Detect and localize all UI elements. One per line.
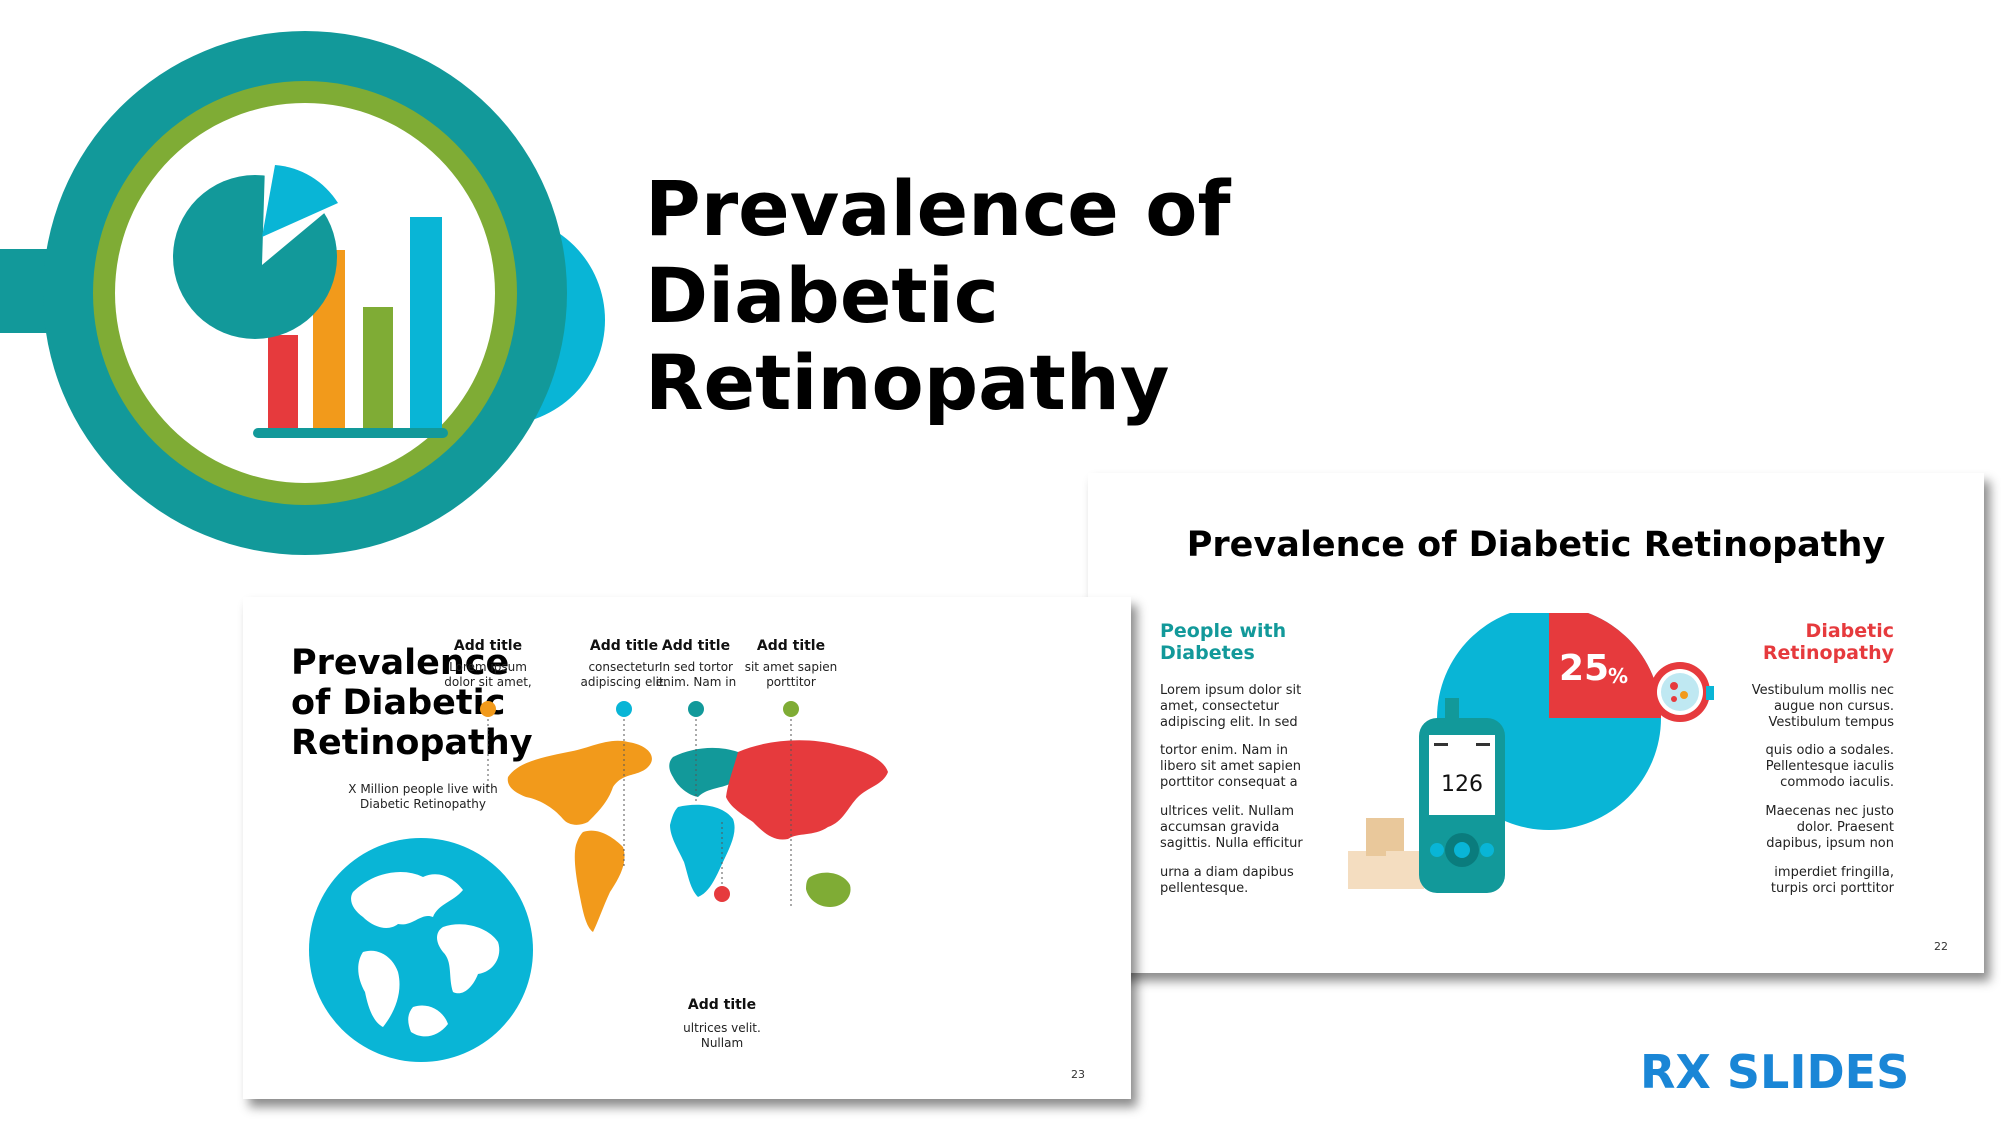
pin-title: Add title [661,638,731,654]
slide-title: Prevalence of Diabetic Retinopathy [1186,525,1886,565]
glucose-meter-icon: 126 [1419,698,1505,893]
right-paragraph: Maecenas nec justo dolor. Praesent dapib… [1765,804,1894,851]
pie-slice-25 [1549,613,1661,718]
prevalence-pie-chart: 25 % 126 [1348,613,1714,893]
world-map [507,740,888,932]
slide-title-line: of Diabetic [291,683,506,723]
brand-name: RX SLIDES [1640,1045,1909,1099]
slide-subtitle: X Million people live with Diabetic Reti… [348,782,498,811]
pin-text: sit amet sapien porttitor [744,660,838,689]
percent-sign: % [1608,664,1628,688]
left-paragraph: Lorem ipsum dolor sit amet, consectetur … [1160,683,1302,730]
hero-title-line: Diabetic [645,251,999,340]
chart-magnifier-icon [0,31,605,555]
rx-slides-logo: RX SLIDES [1640,1045,1909,1099]
region-africa [670,804,735,897]
hero-title: Prevalence of Diabetic Retinopathy [645,165,1345,426]
region-australia [806,872,851,907]
slide-title-line: Prevalence [291,643,510,683]
slide-title-line: Retinopathy [291,723,533,763]
pin-text: ultrices velit. Nullam [683,1021,761,1050]
pin-text: Lorem ipsum dolor sit amet, [444,660,532,689]
right-paragraph: Vestibulum mollis nec augue non cursus. … [1751,683,1894,730]
pin-marker[interactable] [714,886,730,902]
pin-marker[interactable] [616,701,632,717]
percent-value: 25 [1559,648,1609,689]
left-paragraph: tortor enim. Nam in libero sit amet sapi… [1160,743,1301,790]
page-number: 23 [1071,1068,1085,1081]
page-number: 22 [1934,940,1948,953]
globe-icon [309,838,533,1062]
region-north-america [507,740,652,825]
region-south-america [574,830,625,932]
eye-magnifier-icon [1650,662,1714,722]
left-column-heading: People with Diabetes [1160,620,1287,664]
left-paragraph: urna a diam dapibus pellentesque. [1160,865,1294,896]
pin-title: Add title [589,638,659,654]
slide-title: Prevalence of Diabetic Retinopathy [291,643,551,763]
hero-title-line: Retinopathy [645,338,1170,427]
left-paragraph: ultrices velit. Nullam accumsan gravida … [1160,804,1303,851]
pin-text: consectetur adipiscing elit. [580,660,668,689]
pin-marker[interactable] [688,701,704,717]
right-column-heading: Diabetic Retinopathy [1762,620,1894,664]
slide-preview-23[interactable]: Prevalence of Diabetic Retinopathy X Mil… [243,597,1131,1099]
pin-title: Add title [756,638,826,654]
region-europe [669,747,744,797]
pin-title: Add title [687,997,757,1013]
map-pins [480,701,799,907]
pin-text: In sed tortor enim. Nam in [655,660,737,689]
slide-preview-22[interactable]: Prevalence of Diabetic Retinopathy Peopl… [1088,473,1984,973]
pin-title: Add title [453,638,523,654]
right-paragraph: imperdiet fringilla, turpis orci porttit… [1770,865,1894,896]
sugar-cubes-icon [1348,818,1424,889]
pin-marker[interactable] [783,701,799,717]
pin-marker[interactable] [480,701,496,717]
right-paragraph: quis odio a sodales. Pellentesque iaculi… [1765,743,1894,790]
region-asia [726,740,888,840]
hero-title-line: Prevalence of [645,164,1231,253]
meter-reading: 126 [1441,772,1483,797]
